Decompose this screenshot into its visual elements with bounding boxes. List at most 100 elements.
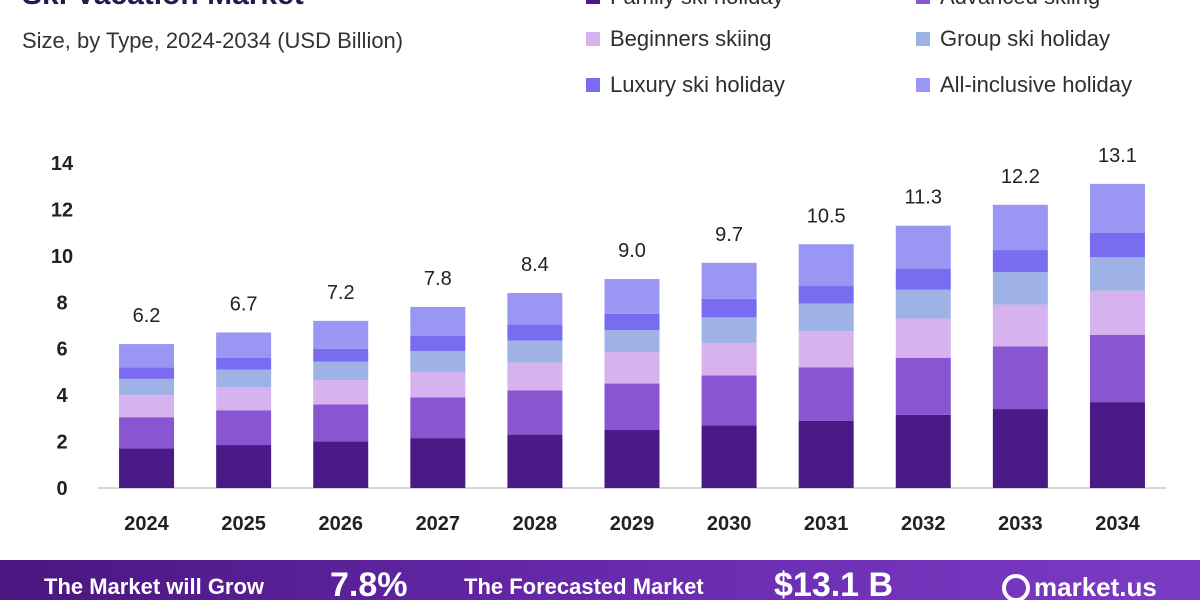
bar-segment-advanced <box>507 390 563 435</box>
y-tick-label: 6 <box>56 339 67 361</box>
brand-logo-icon <box>1002 574 1030 600</box>
bar-segment-group <box>895 289 951 319</box>
bar-segment-allinclusive <box>895 225 951 269</box>
bar-segment-luxury <box>507 324 563 341</box>
y-tick-label: 2 <box>56 432 67 454</box>
legend-swatch-allinclusive <box>916 78 930 92</box>
footer-grow-label: The Market will Grow <box>44 574 265 599</box>
bar-segment-beginners <box>895 318 951 358</box>
bar-segment-advanced <box>313 404 369 442</box>
x-tick-label: 2028 <box>513 513 558 535</box>
bar-segment-allinclusive <box>119 344 175 368</box>
bar-segment-allinclusive <box>798 244 854 287</box>
bar-total-label: 8.4 <box>521 254 549 276</box>
legend-label-group: Group ski holiday <box>940 26 1110 51</box>
bar-total-label: 9.7 <box>715 224 743 246</box>
bar-total-label: 10.5 <box>807 205 846 227</box>
bar-segment-luxury <box>895 268 951 290</box>
legend-swatch-luxury <box>586 78 600 92</box>
y-tick-label: 0 <box>56 478 67 500</box>
legend-item-group: Group ski holiday <box>916 24 1110 54</box>
legend-swatch-group <box>916 32 930 46</box>
bar-segment-luxury <box>1089 232 1145 258</box>
legend-swatch-family <box>586 0 600 4</box>
footer-banner: The Market will Grow 7.8% The Forecasted… <box>0 560 1200 600</box>
bar-segment-family <box>895 414 951 488</box>
bar-segment-beginners <box>313 380 369 405</box>
bar-segment-group <box>507 340 563 363</box>
y-tick-label: 10 <box>51 246 73 268</box>
bar-segment-beginners <box>992 304 1048 347</box>
bar-segment-allinclusive <box>701 262 757 299</box>
bar-segment-family <box>410 438 466 488</box>
bar-segment-group <box>1089 257 1145 291</box>
x-tick-label: 2032 <box>901 513 946 535</box>
y-tick-label: 4 <box>56 385 68 407</box>
legend-label-family: Family ski holiday <box>610 0 784 10</box>
legend-item-allinclusive: All-inclusive holiday <box>916 70 1132 100</box>
bar-segment-group <box>604 330 660 353</box>
bar-segment-group <box>119 378 175 396</box>
bar-segment-luxury <box>216 358 272 370</box>
bar-segment-luxury <box>604 313 660 331</box>
bar-segment-family <box>313 441 369 488</box>
chart-title: Ski Vacation Market <box>22 0 304 12</box>
bar-total-label: 7.2 <box>327 282 355 304</box>
bar-segment-advanced <box>798 367 854 421</box>
legend-item-advanced: Advanced skiing <box>916 0 1100 12</box>
x-tick-label: 2031 <box>804 513 849 535</box>
bar-segment-beginners <box>701 342 757 376</box>
bar-segment-beginners <box>604 352 660 384</box>
x-tick-label: 2025 <box>221 513 266 535</box>
bar-segment-allinclusive <box>313 320 369 349</box>
y-tick-label: 8 <box>56 292 67 314</box>
bar-segment-allinclusive <box>410 306 466 336</box>
footer-cagr-value: 7.8% <box>330 566 408 600</box>
footer-forecast-value: $13.1 B <box>774 566 894 600</box>
x-tick-label: 2033 <box>998 513 1043 535</box>
x-tick-label: 2034 <box>1095 513 1140 535</box>
legend-item-beginners: Beginners skiing <box>586 24 771 54</box>
footer-forecast-label: The Forecasted Market <box>464 574 704 599</box>
bar-segment-beginners <box>410 371 466 398</box>
bar-segment-group <box>992 272 1048 305</box>
x-tick-label: 2024 <box>124 513 169 535</box>
legend-item-family: Family ski holiday <box>586 0 784 12</box>
bar-segment-luxury <box>992 250 1048 273</box>
legend-label-allinclusive: All-inclusive holiday <box>940 72 1132 97</box>
bar-segment-advanced <box>410 397 466 439</box>
bar-segment-family <box>798 420 854 488</box>
bar-segment-advanced <box>119 417 175 449</box>
bar-segment-advanced <box>992 346 1048 410</box>
bar-segment-luxury <box>798 286 854 304</box>
bar-segment-group <box>798 303 854 332</box>
legend-swatch-beginners <box>586 32 600 46</box>
bar-segment-allinclusive <box>992 204 1048 251</box>
bar-segment-advanced <box>216 410 272 446</box>
bar-total-label: 6.7 <box>230 293 258 315</box>
bar-segment-advanced <box>895 358 951 415</box>
bar-segment-family <box>1089 402 1145 488</box>
bar-segment-group <box>216 369 272 388</box>
legend-label-advanced: Advanced skiing <box>940 0 1100 10</box>
bar-segment-allinclusive <box>216 332 272 358</box>
bar-segment-beginners <box>798 331 854 368</box>
chart-subtitle: Size, by Type, 2024-2034 (USD Billion) <box>22 28 404 53</box>
bar-segment-beginners <box>507 362 563 391</box>
legend-item-luxury: Luxury ski holiday <box>586 70 785 100</box>
legend-label-luxury: Luxury ski holiday <box>610 72 785 97</box>
bar-segment-family <box>604 429 660 488</box>
x-tick-label: 2029 <box>610 513 655 535</box>
bar-segment-luxury <box>701 298 757 318</box>
bar-segment-luxury <box>313 348 369 362</box>
bar-segment-advanced <box>1089 334 1145 403</box>
bar-segment-group <box>410 351 466 372</box>
bar-total-label: 9.0 <box>618 240 646 262</box>
bar-segment-beginners <box>1089 290 1145 335</box>
y-tick-label: 14 <box>51 153 74 175</box>
bar-segment-beginners <box>216 387 272 411</box>
bar-segment-beginners <box>119 395 175 418</box>
bar-segment-advanced <box>604 383 660 430</box>
bar-segment-group <box>313 361 369 381</box>
bar-total-label: 6.2 <box>133 305 161 327</box>
